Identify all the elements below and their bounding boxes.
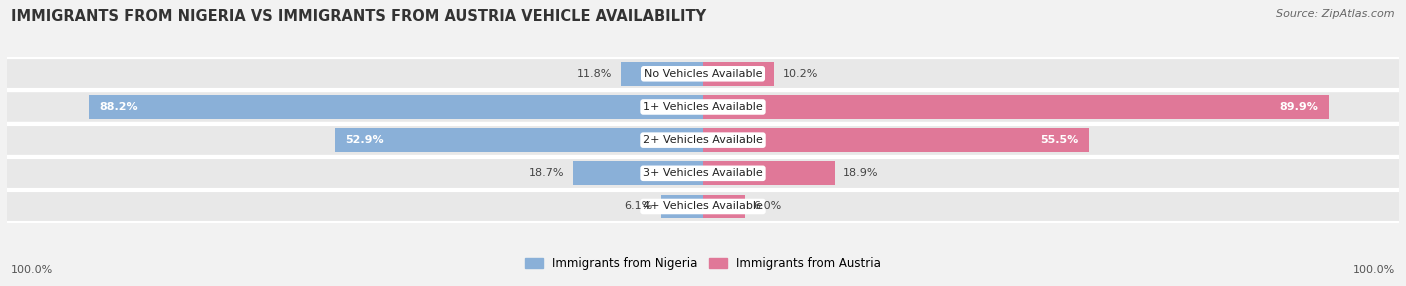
FancyBboxPatch shape — [7, 126, 1399, 155]
Bar — [89, 95, 703, 119]
Bar — [703, 194, 745, 219]
Legend: Immigrants from Nigeria, Immigrants from Austria: Immigrants from Nigeria, Immigrants from… — [524, 257, 882, 270]
Text: 2+ Vehicles Available: 2+ Vehicles Available — [643, 135, 763, 145]
Text: 3+ Vehicles Available: 3+ Vehicles Available — [643, 168, 763, 178]
Bar — [621, 62, 703, 86]
Text: 18.9%: 18.9% — [842, 168, 879, 178]
Text: 18.7%: 18.7% — [529, 168, 564, 178]
Bar — [661, 194, 703, 219]
Text: 100.0%: 100.0% — [11, 265, 53, 275]
Text: 52.9%: 52.9% — [346, 135, 384, 145]
Text: IMMIGRANTS FROM NIGERIA VS IMMIGRANTS FROM AUSTRIA VEHICLE AVAILABILITY: IMMIGRANTS FROM NIGERIA VS IMMIGRANTS FR… — [11, 9, 706, 23]
Bar — [703, 62, 773, 86]
FancyBboxPatch shape — [7, 59, 1399, 88]
Text: 100.0%: 100.0% — [1353, 265, 1395, 275]
Text: No Vehicles Available: No Vehicles Available — [644, 69, 762, 79]
Text: 10.2%: 10.2% — [782, 69, 818, 79]
Text: 6.0%: 6.0% — [754, 202, 782, 211]
Text: 55.5%: 55.5% — [1040, 135, 1078, 145]
Text: Source: ZipAtlas.com: Source: ZipAtlas.com — [1277, 9, 1395, 19]
Bar — [703, 95, 1329, 119]
Bar — [335, 128, 703, 152]
FancyBboxPatch shape — [7, 192, 1399, 221]
Bar — [572, 161, 703, 185]
Text: 1+ Vehicles Available: 1+ Vehicles Available — [643, 102, 763, 112]
Bar — [703, 128, 1090, 152]
Text: 89.9%: 89.9% — [1279, 102, 1319, 112]
Text: 88.2%: 88.2% — [100, 102, 138, 112]
FancyBboxPatch shape — [7, 159, 1399, 188]
Text: 4+ Vehicles Available: 4+ Vehicles Available — [643, 202, 763, 211]
Bar — [703, 161, 835, 185]
Text: 11.8%: 11.8% — [576, 69, 613, 79]
Text: 6.1%: 6.1% — [624, 202, 652, 211]
FancyBboxPatch shape — [7, 92, 1399, 122]
